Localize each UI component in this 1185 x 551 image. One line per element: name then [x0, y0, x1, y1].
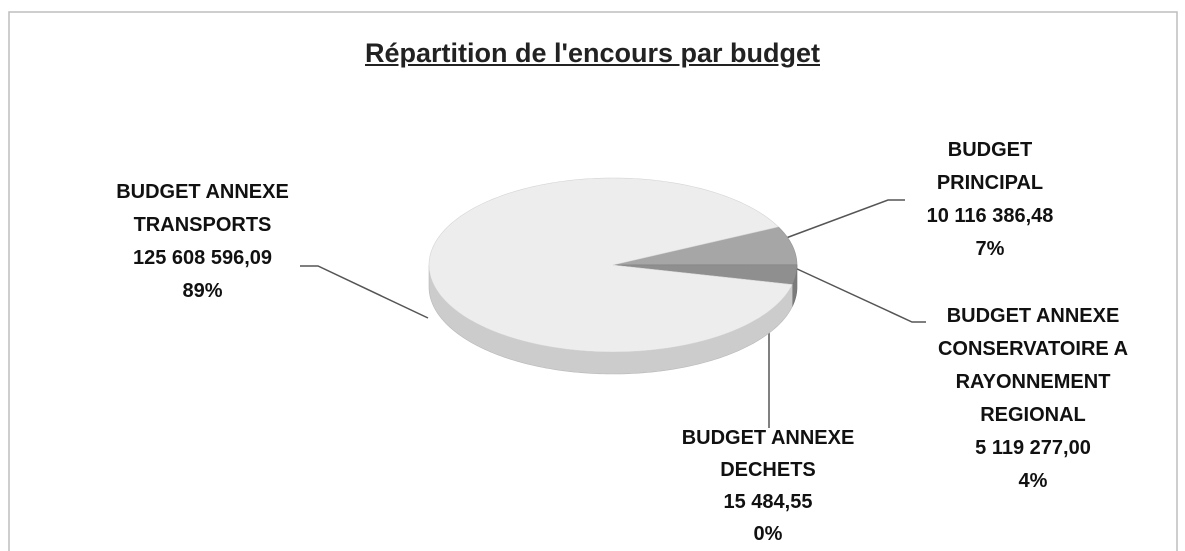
chart-title: Répartition de l'encours par budget	[365, 38, 820, 68]
category-label: BUDGET PRINCIPAL	[936, 139, 1044, 194]
category-label: BUDGET ANNEXE DECHETS	[681, 427, 855, 481]
slice	[612, 226, 798, 266]
percent-label: 89%	[182, 280, 223, 302]
value-label: 15 484,55	[723, 491, 813, 513]
percent-label: 0%	[753, 523, 783, 545]
value-label: 5 119 277,00	[975, 437, 1091, 459]
percent-label: 7%	[975, 238, 1005, 260]
data-label: BUDGET ANNEXE DECHETS 15 484,55 0%	[668, 422, 868, 550]
value-label: 125 608 596,09	[132, 247, 273, 269]
category-label: BUDGET ANNEXE TRANSPORTS	[116, 181, 289, 236]
data-label: BUDGET ANNEXE TRANSPORTS 125 608 596,09 …	[95, 176, 310, 308]
data-label: BUDGET ANNEXE CONSERVATOIRE A RAYONNEMEN…	[917, 300, 1149, 498]
pie-tops	[428, 177, 798, 353]
category-label: BUDGET ANNEXE CONSERVATOIRE A RAYONNEMEN…	[937, 305, 1129, 426]
chart-frame	[8, 11, 1178, 551]
data-label: BUDGET PRINCIPAL 10 116 386,48 7%	[915, 134, 1065, 266]
leader-line	[794, 267, 926, 323]
leader-line	[300, 265, 429, 319]
slice	[428, 177, 793, 353]
leader-line	[785, 199, 905, 239]
percent-label: 4%	[1018, 470, 1048, 492]
value-label: 10 116 386,48	[926, 205, 1054, 227]
